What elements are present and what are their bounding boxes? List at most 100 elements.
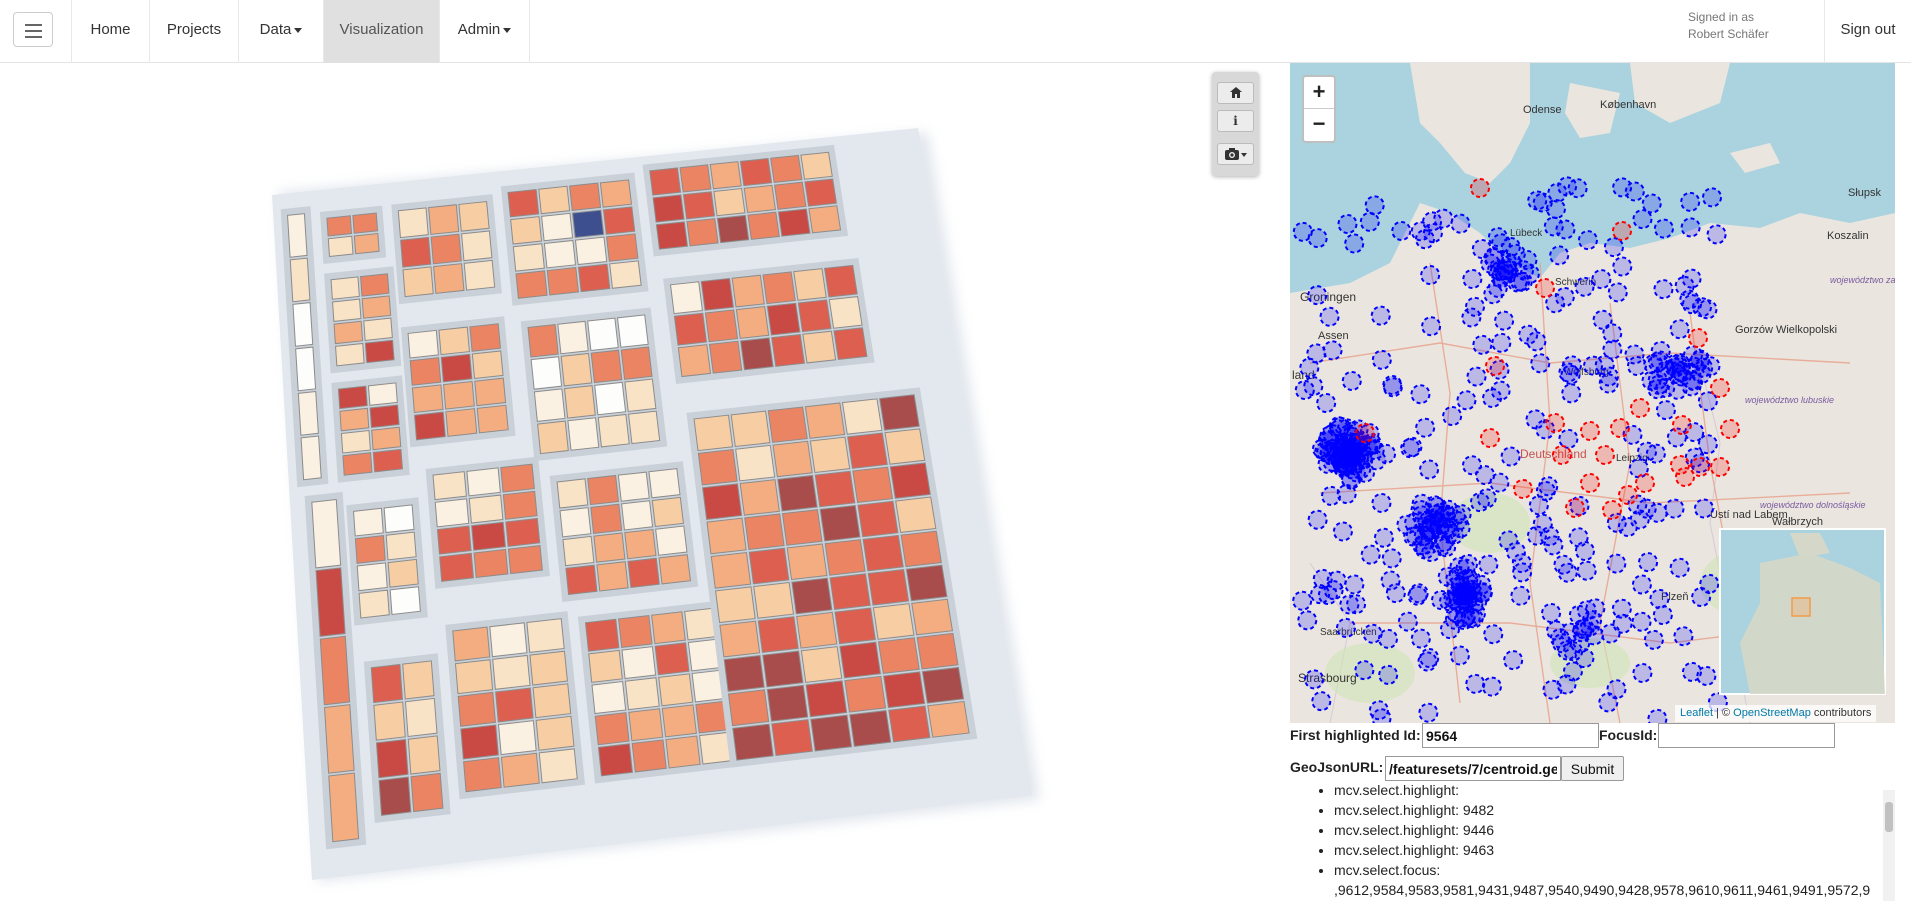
treemap-cell[interactable] [537,420,569,455]
treemap-cell[interactable] [574,236,608,266]
feature-marker[interactable] [1464,296,1485,317]
feature-marker[interactable] [1647,708,1668,723]
feature-marker[interactable] [1336,484,1357,505]
feature-marker[interactable] [1631,611,1652,632]
feature-marker[interactable] [1558,428,1579,449]
feature-marker[interactable] [1420,265,1441,286]
feature-marker[interactable] [1439,523,1460,544]
treemap-cell[interactable] [466,467,501,497]
treemap-cell[interactable] [402,266,434,298]
treemap-cell[interactable] [324,704,355,774]
treemap-cell[interactable] [808,205,842,234]
treemap-cell[interactable] [786,543,828,581]
feature-marker[interactable] [1669,360,1690,381]
treemap-cell[interactable] [411,384,444,414]
minimap[interactable] [1719,528,1886,695]
feature-marker[interactable] [1397,611,1418,632]
treemap-cell[interactable] [363,317,393,341]
feature-marker[interactable] [1439,619,1460,640]
log-scrollbar[interactable] [1883,790,1895,901]
feature-marker[interactable] [1292,221,1313,242]
treemap-cell[interactable] [723,654,765,692]
feature-marker[interactable] [1641,193,1662,214]
treemap-cell[interactable] [409,357,442,386]
treemap-cell[interactable] [814,470,856,508]
feature-marker[interactable] [1326,570,1347,591]
treemap-cell[interactable] [433,263,465,294]
treemap-cell[interactable] [743,184,777,214]
feature-marker[interactable] [1339,594,1360,615]
feature-marker[interactable] [1359,211,1380,232]
treemap-cell[interactable] [616,314,649,348]
treemap-cell[interactable] [693,414,734,452]
treemap-cell[interactable] [655,525,688,556]
feature-marker[interactable] [1344,574,1365,595]
visualization-canvas[interactable] [0,63,1272,901]
treemap-cell[interactable] [658,554,692,585]
feature-marker[interactable] [1419,647,1440,668]
feature-marker[interactable] [1366,450,1387,471]
treemap-cell[interactable] [661,704,697,738]
feature-marker[interactable] [1465,673,1486,694]
treemap-cell[interactable] [597,413,630,448]
treemap-cell[interactable] [533,388,566,422]
feature-marker[interactable] [1410,499,1431,520]
treemap-cell[interactable] [458,200,490,232]
treemap-cell[interactable] [500,463,535,493]
treemap-cell[interactable] [469,323,502,352]
feature-marker[interactable] [1542,679,1563,700]
feature-marker[interactable] [1637,441,1658,462]
treemap-cell[interactable] [295,346,317,392]
feature-marker[interactable] [1690,349,1711,370]
treemap-cell[interactable] [532,683,572,719]
feature-marker[interactable] [1410,628,1431,649]
feature-marker[interactable] [1525,409,1546,430]
feature-marker[interactable] [1632,662,1653,683]
feature-marker[interactable] [1303,376,1324,397]
treemap-cell[interactable] [541,212,574,242]
feature-marker[interactable] [1598,366,1619,387]
treemap-cell[interactable] [810,714,853,752]
treemap-cell[interactable] [535,715,575,751]
treemap-cell[interactable] [432,471,467,501]
feature-marker[interactable] [1561,383,1582,404]
feature-marker[interactable] [1337,214,1358,235]
treemap-cell[interactable] [796,611,838,649]
feature-marker[interactable] [1574,540,1595,561]
treemap-cell[interactable] [673,312,708,346]
feature-marker[interactable] [1330,447,1351,468]
feature-marker[interactable] [1545,293,1566,314]
highlighted-marker[interactable] [1470,178,1490,198]
feature-marker[interactable] [1632,209,1653,230]
feature-marker[interactable] [1417,651,1438,672]
treemap-cell[interactable] [326,215,353,237]
feature-marker[interactable] [1510,585,1531,606]
feature-marker[interactable] [1483,624,1504,645]
treemap-cell[interactable] [489,622,528,658]
feature-marker[interactable] [1549,245,1570,266]
treemap-cell[interactable] [445,408,478,437]
highlighted-marker[interactable] [1535,278,1555,298]
zoom-in-button[interactable]: + [1304,77,1334,109]
treemap-cell[interactable] [404,697,438,738]
treemap-cell[interactable] [463,259,496,291]
feature-marker[interactable] [1500,236,1521,257]
feature-marker[interactable] [1490,380,1511,401]
treemap-cell[interactable] [330,276,360,300]
treemap-cell[interactable] [414,411,446,441]
feature-marker[interactable] [1371,349,1392,370]
feature-marker[interactable] [1421,316,1442,337]
treemap-cell[interactable] [367,382,398,406]
feature-marker[interactable] [1701,187,1722,208]
treemap-cell[interactable] [594,381,627,416]
treemap-cell[interactable] [300,435,322,481]
feature-marker[interactable] [1335,617,1356,638]
treemap-cell[interactable] [927,700,970,738]
feature-marker[interactable] [1611,598,1632,619]
highlighted-marker[interactable] [1710,457,1730,477]
treemap-cell[interactable] [800,151,833,180]
highlighted-marker[interactable] [1513,479,1533,499]
feature-marker[interactable] [1478,554,1499,575]
treemap-cell[interactable] [654,642,690,676]
treemap-cell[interactable] [529,650,568,686]
